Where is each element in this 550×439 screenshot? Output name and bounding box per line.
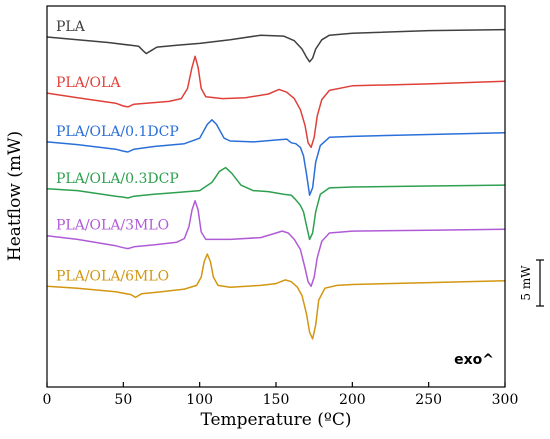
x-tick-layer: 0 50 100 150 200 250 300 (43, 382, 519, 408)
y-axis-title: Heatflow (mW) (5, 131, 25, 261)
scale-bar: 5 mW (519, 259, 544, 307)
series-line (46, 119, 506, 196)
x-tick-label: 200 (339, 392, 366, 408)
series-line (46, 253, 506, 340)
x-tick-label: 250 (415, 392, 442, 408)
x-axis-title: Temperature (ºC) (200, 410, 351, 430)
scale-bar-label: 5 mW (519, 265, 533, 301)
series-label: PLA/OLA/0.1DCP (56, 124, 179, 140)
x-tick-label: 150 (263, 392, 290, 408)
series-label: PLA/OLA/3MLO (56, 218, 169, 234)
curve-label-layer: PLA PLA/OLA PLA/OLA/0.1DCP PLA/OLA/0.3DCP PL… (56, 19, 179, 284)
x-tick-label: 0 (43, 392, 52, 408)
exo-annotation: exo^ (454, 352, 494, 368)
x-tick-label: 100 (186, 392, 213, 408)
series-line (46, 28, 506, 63)
x-tick-label: 300 (492, 392, 519, 408)
series-line (46, 200, 506, 288)
x-tick-label: 50 (114, 392, 132, 408)
series-label: PLA/OLA/6MLO (56, 268, 169, 284)
series-label: PLA/OLA/0.3DCP (56, 171, 179, 187)
series-label: PLA (56, 19, 86, 35)
series-label: PLA/OLA (56, 75, 121, 91)
series-line (46, 55, 506, 149)
series-line (46, 166, 506, 241)
curve-layer (46, 28, 506, 340)
